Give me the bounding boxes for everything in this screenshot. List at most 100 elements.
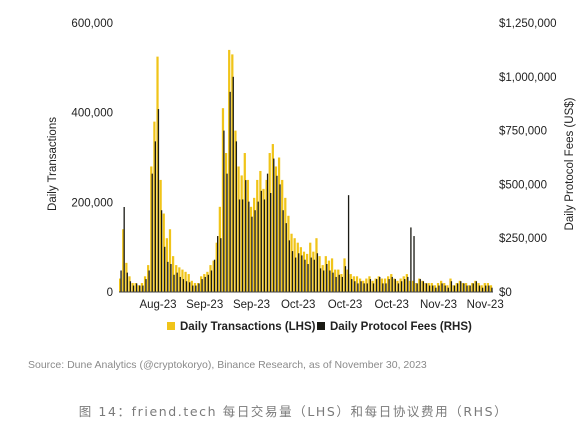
transactions-bar <box>337 269 340 292</box>
fees-bar <box>139 285 141 292</box>
fees-bar <box>204 276 206 292</box>
transactions-bar <box>486 283 490 292</box>
transactions-bar <box>393 278 396 292</box>
transactions-bar <box>224 153 228 292</box>
fees-bar <box>369 279 372 292</box>
transactions-bar <box>349 274 352 292</box>
transactions-bar <box>143 276 147 292</box>
transactions-bar <box>415 283 418 292</box>
transactions-bar <box>334 269 337 292</box>
transactions-bar <box>221 108 225 293</box>
fees-bar <box>126 272 128 292</box>
fees-bar <box>313 259 315 292</box>
transactions-bar <box>374 278 377 292</box>
transactions-bar <box>240 175 243 292</box>
fees-bar <box>260 190 262 292</box>
fees-bar <box>469 285 471 292</box>
fees-bar <box>404 279 406 292</box>
fees-bar <box>351 279 353 292</box>
transactions-bar <box>355 276 359 292</box>
x-tick-label: Nov-23 <box>420 299 457 311</box>
x-tick-label: Oct-23 <box>328 299 363 311</box>
transactions-bar <box>468 285 471 292</box>
right-axis-ticks: $0 $250,000 $500,000 $750,000 $1,000,000 $1,2… <box>499 18 557 299</box>
legend-label-fees: Daily Protocol Fees (RHS) <box>330 321 472 333</box>
transactions-bar <box>443 283 446 292</box>
transactions-bar <box>293 238 296 292</box>
x-tick-label: Sep-23 <box>186 299 223 311</box>
fees-bar <box>382 283 384 292</box>
fees-bar <box>438 285 440 292</box>
fees-bar <box>422 281 425 292</box>
fees-bar <box>120 270 122 292</box>
fees-bar <box>441 283 443 292</box>
fees-bar <box>285 223 287 292</box>
fees-bar <box>419 279 421 292</box>
transactions-bar <box>150 166 153 292</box>
fees-bar <box>338 274 340 292</box>
transactions-bar <box>131 283 134 292</box>
fees-bar <box>307 264 309 292</box>
transactions-bar <box>312 251 315 292</box>
fees-bar <box>270 193 272 292</box>
transactions-bars <box>119 49 493 293</box>
transactions-bar <box>318 256 321 292</box>
legend-swatch-fees <box>317 322 325 330</box>
fees-bar <box>220 238 222 292</box>
fees-bar <box>363 283 365 292</box>
transactions-bar <box>156 56 159 293</box>
transactions-bar <box>256 179 259 292</box>
transactions-bar <box>281 179 284 292</box>
fees-bar <box>472 283 474 292</box>
fees-bar <box>379 276 381 292</box>
fees-bars <box>120 76 493 292</box>
transactions-bar <box>427 283 430 292</box>
transactions-bar <box>405 274 408 292</box>
fees-bar <box>488 285 490 292</box>
fees-bar <box>407 276 409 292</box>
fees-bar <box>326 264 328 292</box>
transactions-bar <box>206 271 209 292</box>
figure-caption: 图 14：friend.tech 每日交易量（LHS）和每日协议费用（RHS） <box>78 404 509 419</box>
transactions-bar <box>259 170 262 292</box>
transactions-bar <box>330 258 334 293</box>
transactions-bar <box>262 188 265 292</box>
fees-bar <box>388 279 390 292</box>
fees-bar <box>188 282 191 292</box>
transactions-bar <box>178 267 181 292</box>
fees-bar <box>466 285 468 292</box>
fees-bar <box>279 184 281 292</box>
transactions-bar <box>464 283 468 292</box>
fees-bar <box>263 199 266 292</box>
fees-bar <box>201 279 203 292</box>
fees-bar <box>148 270 150 292</box>
fees-bar <box>232 76 234 292</box>
fees-bar <box>223 130 225 292</box>
transactions-bar <box>358 278 362 292</box>
transactions-bar <box>408 280 412 292</box>
fees-bar <box>444 285 446 292</box>
transactions-bar <box>436 283 440 292</box>
transactions-bar <box>446 285 449 292</box>
fees-bar <box>145 279 147 292</box>
fees-bar <box>164 246 166 292</box>
fees-bar <box>276 175 278 292</box>
legend-label-transactions: Daily Transactions (LHS) <box>180 321 316 333</box>
fees-bar <box>335 276 337 292</box>
transactions-bar <box>371 280 374 292</box>
transactions-bar <box>421 280 424 292</box>
fees-bar <box>375 279 378 292</box>
x-axis-ticks: Aug-23 Sep-23 Sep-23 Oct-23 Oct-23 Oct-23 Nov-… <box>139 299 503 311</box>
fees-bar <box>360 281 362 292</box>
fees-bar <box>391 276 393 292</box>
transactions-bar <box>147 265 150 292</box>
transactions-bar <box>140 283 144 292</box>
fees-bar <box>185 281 188 292</box>
fees-bar <box>413 236 415 292</box>
fees-bar <box>135 283 138 292</box>
transactions-bar <box>253 197 256 292</box>
transactions-bar <box>430 283 433 292</box>
transactions-bar <box>162 213 165 292</box>
fees-bar <box>347 195 350 292</box>
fees-bar <box>254 210 256 292</box>
